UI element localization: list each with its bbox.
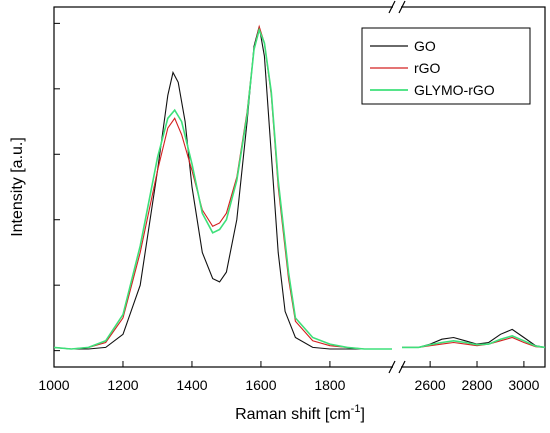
legend-label-glymo-rgo: GLYMO-rGO <box>414 82 495 98</box>
series-layer <box>53 24 546 350</box>
y-axis-title: Intensity [a.u.] <box>9 137 26 237</box>
axis-break-gap-bottom <box>393 361 401 373</box>
x1-tick-label-1200: 1200 <box>107 377 138 393</box>
y-axis-ticks <box>54 22 60 352</box>
x-axis-title-main: Raman shift [cm <box>235 406 351 423</box>
x-axis-title-sup: -1 <box>351 403 361 415</box>
plot-frame <box>53 6 546 368</box>
x1-tick-label-1600: 1600 <box>245 377 276 393</box>
series-line-high-rgo <box>402 336 546 348</box>
series-line-go <box>53 26 392 350</box>
axis-break-slash-bottom-1 <box>388 360 396 374</box>
axis-break-gap-top <box>393 1 401 13</box>
x2-tick-label-2600: 2600 <box>415 377 446 393</box>
x-axis-title-end: ] <box>360 406 364 423</box>
x2-tick-label-2800: 2800 <box>461 377 492 393</box>
axis-break <box>388 0 406 374</box>
series-line-glymo-rgo <box>53 27 392 350</box>
x1-tick-label-1000: 1000 <box>38 377 69 393</box>
axis-break-slash-top-2 <box>398 0 406 14</box>
legend-label-rgo: rGO <box>414 60 441 76</box>
legend: GO rGO GLYMO-rGO <box>361 27 531 105</box>
x1-tick-label-1400: 1400 <box>176 377 207 393</box>
x-axis-title: Raman shift [cm-1] <box>235 403 365 423</box>
axis-break-slash-top-1 <box>388 0 396 14</box>
legend-box <box>361 27 531 105</box>
x-axis-ticks: 1000 1200 1400 1600 1800 2600 2800 3000 <box>38 361 540 393</box>
axis-break-slash-bottom-2 <box>398 360 406 374</box>
x1-tick-label-1800: 1800 <box>314 377 345 393</box>
series-line-high-glymo-rgo <box>402 335 546 349</box>
x2-tick-label-3000: 3000 <box>508 377 539 393</box>
series-line-rgo <box>53 24 392 350</box>
legend-label-go: GO <box>414 38 436 54</box>
